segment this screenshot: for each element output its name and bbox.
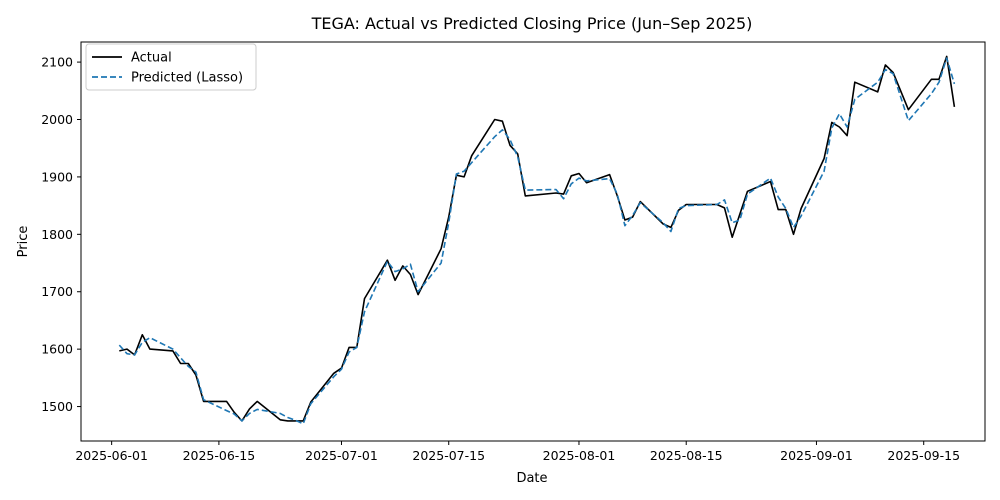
plot-area — [80, 41, 986, 442]
legend: Actual Predicted (Lasso) — [85, 43, 257, 91]
y-tick-label: 1600 — [41, 342, 73, 357]
x-axis: 2025-06-01 2025-06-15 2025-07-01 2025-07-15… — [75, 441, 960, 463]
plot-frame — [80, 41, 986, 442]
x-tick-label: 2025-06-15 — [183, 448, 256, 463]
y-tick-label: 1500 — [41, 399, 73, 414]
series-group — [118, 55, 956, 425]
x-tick-label: 2025-07-15 — [412, 448, 485, 463]
x-tick-label: 2025-07-01 — [305, 448, 378, 463]
series-line-actual — [119, 55, 956, 422]
legend-label-actual: Actual — [131, 51, 172, 66]
y-tick-label: 1800 — [41, 227, 73, 242]
x-axis-title: Date — [516, 471, 547, 486]
x-tick-label: 2025-08-15 — [650, 448, 723, 463]
y-tick-label: 1900 — [41, 169, 73, 184]
legend-label-predicted: Predicted (Lasso) — [131, 71, 243, 86]
y-axis: 1500 1600 1700 1800 1900 2000 2100 — [41, 55, 81, 414]
chart-title: TEGA: Actual vs Predicted Closing Price … — [311, 14, 753, 33]
y-tick-label: 1700 — [41, 284, 73, 299]
y-tick-label: 2000 — [41, 112, 73, 127]
series-line-predicted — [118, 57, 956, 425]
y-axis-title: Price — [16, 226, 31, 258]
y-tick-label: 2100 — [41, 55, 73, 70]
x-tick-label: 2025-09-15 — [887, 448, 960, 463]
x-tick-label: 2025-09-01 — [780, 448, 853, 463]
x-tick-label: 2025-08-01 — [543, 448, 616, 463]
legend-box — [85, 43, 257, 91]
x-tick-label: 2025-06-01 — [75, 448, 148, 463]
